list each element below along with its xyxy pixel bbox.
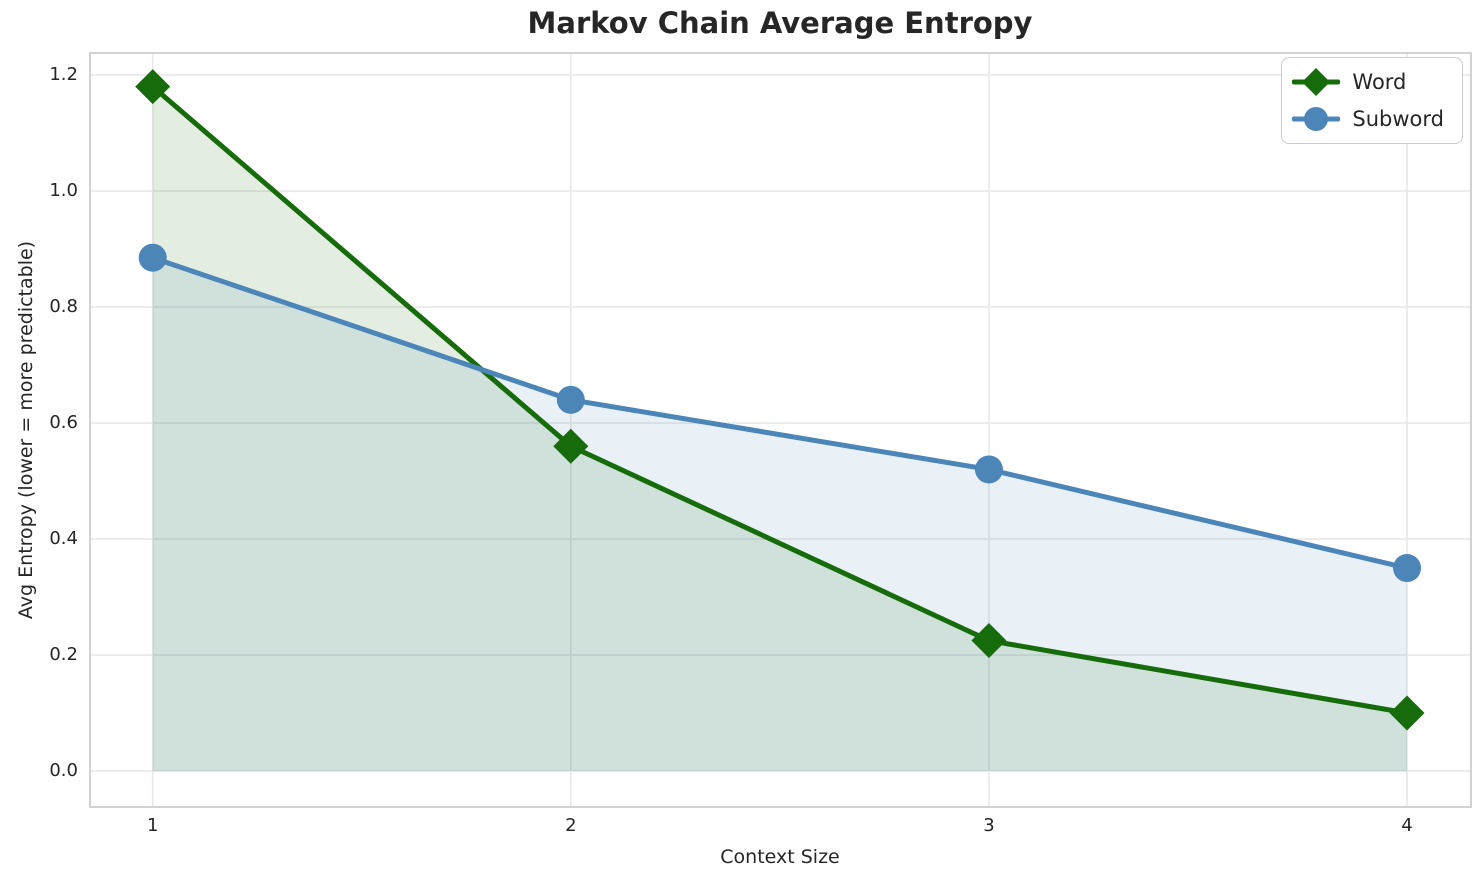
series-line-word [150, 84, 1410, 716]
data-point-word [553, 428, 589, 464]
x-tick-label: 2 [565, 815, 577, 836]
y-tick-label: 0.6 [49, 412, 78, 434]
x-tick-label: 4 [1401, 815, 1413, 836]
data-point-subword [974, 455, 1003, 484]
legend-marker [1302, 68, 1331, 96]
legend-item-word: Word [1292, 67, 1444, 97]
data-point-word [1389, 695, 1425, 731]
chart-title: Markov Chain Average Entropy [527, 6, 1033, 40]
legend: Word Subword [1281, 57, 1463, 144]
series-fill-word [152, 86, 1408, 772]
data-point-word [971, 623, 1007, 659]
y-tick-label: 0.2 [49, 644, 78, 666]
y-tick-label: 0.0 [49, 760, 78, 782]
plot-border [89, 52, 1472, 808]
circle-icon [1292, 107, 1341, 131]
legend-marker [1304, 107, 1329, 131]
y-tick-label: 0.4 [49, 528, 78, 550]
series-fill-subword [152, 257, 1408, 772]
data-point-subword [138, 243, 167, 272]
diamond-icon [1292, 68, 1341, 96]
data-point-word [135, 69, 171, 105]
x-tick-label: 1 [146, 815, 159, 836]
legend-item-label: Subword [1352, 107, 1444, 131]
x-axis-label: Context Size [720, 846, 840, 868]
series-line-subword [150, 255, 1410, 571]
data-point-subword [556, 385, 585, 414]
y-axis-label: Avg Entropy (lower = more predictable) [15, 240, 37, 620]
x-tick-label: 3 [983, 815, 995, 836]
y-tick-label: 0.8 [49, 296, 78, 318]
legend-item-label: Word [1352, 70, 1407, 94]
y-tick-label: 1.0 [49, 180, 78, 202]
data-point-subword [1393, 554, 1422, 583]
y-tick-label: 1.2 [49, 64, 78, 86]
legend-item-subword: Subword [1292, 104, 1444, 134]
